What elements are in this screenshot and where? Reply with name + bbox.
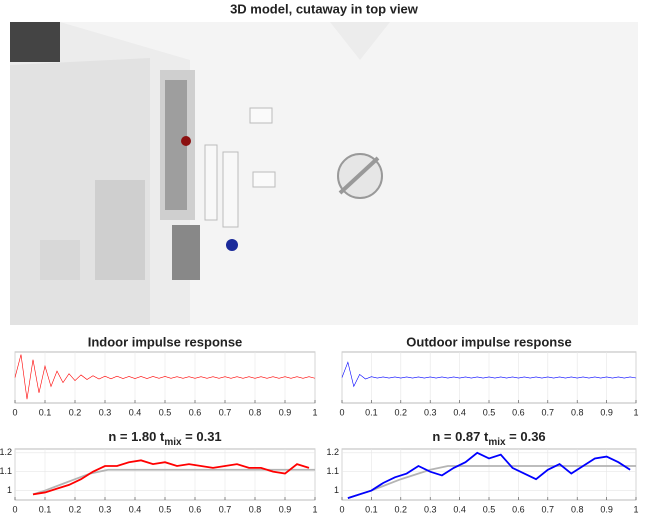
- x-tick-label: 0.1: [39, 407, 52, 417]
- x-tick-label: 0.3: [99, 504, 112, 514]
- chart-title: Outdoor impulse response: [406, 334, 571, 349]
- x-tick-label: 0.1: [365, 407, 378, 417]
- x-tick-label: 0.7: [219, 504, 232, 514]
- x-tick-label: 0.2: [395, 504, 408, 514]
- render: [10, 22, 638, 325]
- x-tick-label: 0.2: [69, 504, 82, 514]
- x-tick-label: 0.2: [69, 407, 82, 417]
- x-tick-label: 0.5: [483, 504, 496, 514]
- x-tick-label: 0.3: [424, 504, 437, 514]
- x-tick-label: 0.1: [39, 504, 52, 514]
- x-tick-label: 0.8: [249, 407, 262, 417]
- x-tick-label: 0.9: [279, 407, 292, 417]
- title-part: n = 1.80 t: [108, 429, 165, 444]
- y-tick-label: 1: [7, 485, 12, 495]
- x-tick-label: 1: [633, 504, 638, 514]
- x-tick-label: 0.3: [99, 407, 112, 417]
- x-tick-label: 0.7: [219, 407, 232, 417]
- x-tick-label: 0: [339, 504, 344, 514]
- x-tick-label: 0.8: [571, 407, 584, 417]
- y-tick-label: 1.2: [0, 447, 12, 457]
- y-tick-label: 1.1: [326, 466, 339, 476]
- x-tick-label: 0.8: [249, 504, 262, 514]
- x-tick-label: 1: [633, 407, 638, 417]
- x-tick-label: 0.6: [512, 407, 525, 417]
- x-tick-label: 0.4: [453, 504, 466, 514]
- x-tick-label: 0.1: [365, 504, 378, 514]
- x-tick-label: 0.6: [512, 504, 525, 514]
- y-tick-label: 1: [334, 485, 339, 495]
- title-part: = 0.36: [506, 429, 546, 444]
- x-tick-label: 0.9: [600, 504, 613, 514]
- x-tick-label: 0.9: [600, 407, 613, 417]
- x-tick-label: 0: [12, 504, 17, 514]
- x-tick-label: 0.5: [483, 407, 496, 417]
- x-tick-label: 1: [312, 407, 317, 417]
- y-tick-label: 1.2: [326, 447, 339, 457]
- title-sub: mix: [164, 437, 182, 448]
- chart-title: Indoor impulse response: [88, 334, 243, 349]
- x-tick-label: 0.6: [189, 504, 202, 514]
- x-tick-label: 0.4: [453, 407, 466, 417]
- render-title: 3D model, cutaway in top view: [230, 1, 419, 16]
- y-tick-label: 1.1: [0, 466, 12, 476]
- figure: 3D model, cutaway in top view Indoor imp…: [0, 0, 649, 523]
- x-tick-label: 0: [12, 407, 17, 417]
- chart-title: n = 1.80 tmix = 0.31: [108, 429, 221, 447]
- x-tick-label: 0.8: [571, 504, 584, 514]
- x-tick-label: 0.3: [424, 407, 437, 417]
- x-tick-label: 0.5: [159, 407, 172, 417]
- x-tick-label: 0.4: [129, 504, 142, 514]
- x-tick-label: 1: [312, 504, 317, 514]
- x-tick-label: 0.9: [279, 504, 292, 514]
- x-tick-label: 0.6: [189, 407, 202, 417]
- x-tick-label: 0.4: [129, 407, 142, 417]
- title-sub: mix: [488, 437, 506, 448]
- x-tick-label: 0.2: [395, 407, 408, 417]
- x-tick-label: 0.7: [542, 407, 555, 417]
- x-tick-label: 0.7: [542, 504, 555, 514]
- x-tick-label: 0.5: [159, 504, 172, 514]
- chart-title: n = 0.87 tmix = 0.36: [432, 429, 545, 447]
- title-part: = 0.31: [182, 429, 222, 444]
- title-part: n = 0.87 t: [432, 429, 489, 444]
- x-tick-label: 0: [339, 407, 344, 417]
